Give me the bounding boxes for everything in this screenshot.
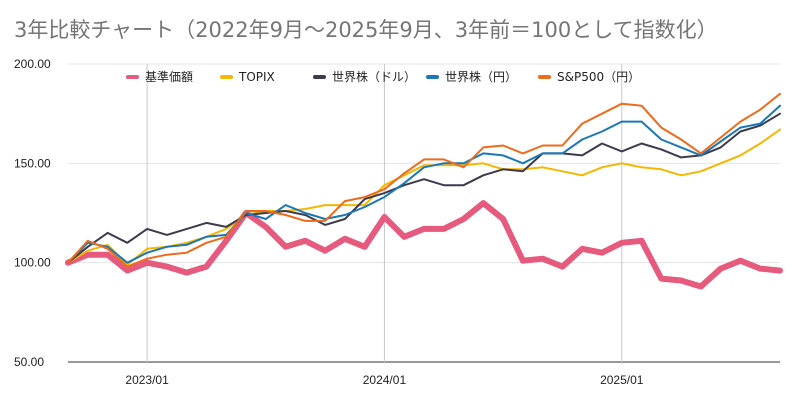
series-line-1 bbox=[67, 128, 781, 266]
legend-label: 基準価額 bbox=[145, 69, 193, 84]
series-line-3 bbox=[67, 104, 781, 264]
series-layer bbox=[65, 92, 783, 290]
grid-layer bbox=[68, 63, 780, 363]
legend-label: TOPIX bbox=[238, 70, 275, 84]
x-tick-label: 2024/01 bbox=[363, 373, 407, 387]
legend: 基準価額 TOPIX 世界株（ドル） 世界株（円） S&P500（円） bbox=[126, 69, 640, 84]
legend-label: 世界株（ドル） bbox=[332, 69, 416, 84]
series-line-2 bbox=[67, 112, 781, 264]
y-tick-label: 100.00 bbox=[14, 256, 51, 270]
y-tick-label: 150.00 bbox=[14, 156, 51, 170]
y-tick-label: 200.00 bbox=[14, 57, 51, 71]
chart-title: 3年比較チャート（2022年9月～2025年9月、3年前＝100として指数化） bbox=[14, 18, 718, 42]
series-line-4 bbox=[67, 92, 781, 268]
y-tick-label: 50.00 bbox=[14, 355, 44, 369]
series-line-0 bbox=[65, 200, 783, 290]
legend-label: S&P500（円） bbox=[557, 70, 640, 84]
x-tick-label: 2023/01 bbox=[125, 373, 169, 387]
legend-label: 世界株（円） bbox=[445, 69, 517, 84]
axis-layer: 50.00 100.00 150.00 200.00 2023/01 2024/01 202… bbox=[14, 57, 644, 387]
x-tick-label: 2025/01 bbox=[600, 373, 644, 387]
